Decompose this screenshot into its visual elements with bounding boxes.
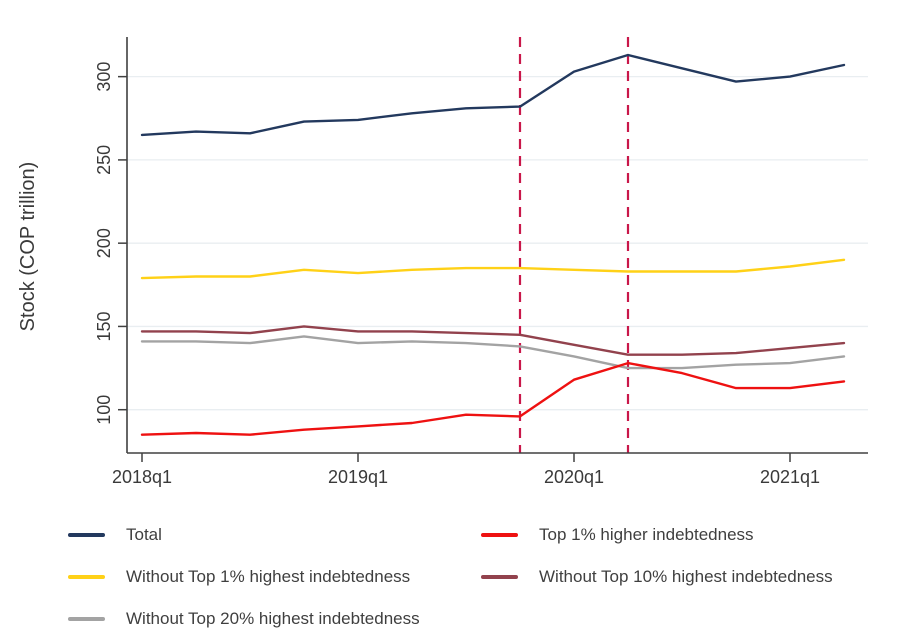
legend-swatch-without-top-10 (481, 575, 518, 579)
legend: Total Without Top 1% highest indebtednes… (68, 524, 884, 642)
legend-item-total: Total (68, 524, 481, 546)
legend-column-left: Total Without Top 1% highest indebtednes… (68, 524, 481, 642)
series-line (140, 258, 846, 280)
y-tick-label: 150 (94, 311, 114, 341)
legend-label-total: Total (126, 525, 162, 544)
series-line (140, 361, 846, 436)
series-line (140, 53, 846, 137)
y-tick-label: 250 (94, 145, 114, 175)
legend-item-without-top-1: Without Top 1% highest indebtedness (68, 566, 481, 588)
legend-swatch-top-1-higher (481, 533, 518, 537)
legend-label-without-top-1: Without Top 1% highest indebtedness (126, 567, 411, 586)
legend-swatch-without-top-1 (68, 575, 105, 579)
x-tick-label: 2018q1 (112, 467, 172, 487)
legend-label-without-top-10: Without Top 10% highest indebtedness (539, 567, 833, 586)
x-tick-label: 2021q1 (760, 467, 820, 487)
y-axis-title: Stock (COP trillion) (17, 162, 39, 332)
legend-column-right: Top 1% higher indebtedness Without Top 1… (481, 524, 833, 608)
legend-label-without-top-20: Without Top 20% highest indebtedness (126, 609, 420, 628)
legend-swatch-total (68, 533, 105, 537)
series-line (140, 325, 846, 356)
y-tick-label: 300 (94, 62, 114, 92)
legend-swatch-without-top-20 (68, 617, 105, 621)
x-tick-label: 2019q1 (328, 467, 388, 487)
series-line (140, 335, 846, 370)
legend-item-top-1-higher: Top 1% higher indebtedness (481, 524, 833, 546)
y-tick-label: 100 (94, 395, 114, 425)
legend-label-top-1-higher: Top 1% higher indebtedness (539, 525, 754, 544)
x-tick-label: 2020q1 (544, 467, 604, 487)
legend-item-without-top-20: Without Top 20% highest indebtedness (68, 608, 481, 630)
legend-item-without-top-10: Without Top 10% highest indebtedness (481, 566, 833, 588)
y-tick-label: 200 (94, 228, 114, 258)
line-chart: 100 150 200 250 300 2018q1 2019q1 2020q1 2021q1 S… (17, 37, 868, 487)
